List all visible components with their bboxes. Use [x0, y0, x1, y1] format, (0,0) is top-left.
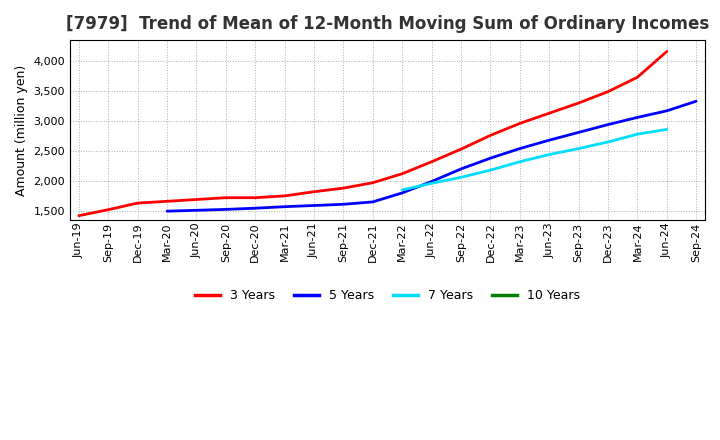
5 Years [398, 190, 407, 195]
3 Years [369, 180, 377, 185]
3 Years [427, 159, 436, 165]
7 Years [633, 132, 642, 137]
3 Years [75, 213, 84, 218]
Title: [7979]  Trend of Mean of 12-Month Moving Sum of Ordinary Incomes: [7979] Trend of Mean of 12-Month Moving … [66, 15, 709, 33]
Line: 3 Years: 3 Years [79, 51, 667, 216]
3 Years [398, 171, 407, 176]
Y-axis label: Amount (million yen): Amount (million yen) [15, 64, 28, 196]
5 Years [163, 209, 171, 214]
7 Years [516, 159, 524, 165]
3 Years [456, 147, 465, 152]
3 Years [603, 89, 612, 94]
7 Years [575, 146, 583, 151]
3 Years [310, 189, 318, 194]
3 Years [280, 193, 289, 198]
3 Years [251, 195, 259, 200]
5 Years [662, 108, 671, 114]
3 Years [192, 197, 201, 202]
7 Years [456, 175, 465, 180]
5 Years [192, 208, 201, 213]
3 Years [104, 207, 112, 213]
3 Years [133, 201, 142, 206]
3 Years [516, 121, 524, 126]
5 Years [486, 155, 495, 161]
5 Years [456, 166, 465, 172]
7 Years [486, 168, 495, 173]
5 Years [633, 115, 642, 120]
5 Years [369, 199, 377, 205]
5 Years [545, 138, 554, 143]
5 Years [692, 99, 701, 104]
7 Years [662, 127, 671, 132]
7 Years [545, 152, 554, 157]
5 Years [575, 130, 583, 135]
3 Years [163, 198, 171, 204]
5 Years [516, 146, 524, 151]
7 Years [398, 187, 407, 193]
3 Years [486, 133, 495, 138]
5 Years [603, 122, 612, 127]
Legend: 3 Years, 5 Years, 7 Years, 10 Years: 3 Years, 5 Years, 7 Years, 10 Years [190, 284, 585, 307]
3 Years [339, 186, 348, 191]
5 Years [251, 205, 259, 211]
3 Years [545, 110, 554, 116]
3 Years [575, 100, 583, 106]
7 Years [427, 181, 436, 186]
3 Years [222, 195, 230, 200]
5 Years [339, 202, 348, 207]
3 Years [633, 75, 642, 80]
3 Years [662, 49, 671, 54]
7 Years [603, 139, 612, 145]
5 Years [427, 179, 436, 184]
5 Years [310, 203, 318, 208]
Line: 7 Years: 7 Years [402, 129, 667, 190]
5 Years [222, 207, 230, 212]
Line: 5 Years: 5 Years [167, 101, 696, 211]
5 Years [280, 204, 289, 209]
